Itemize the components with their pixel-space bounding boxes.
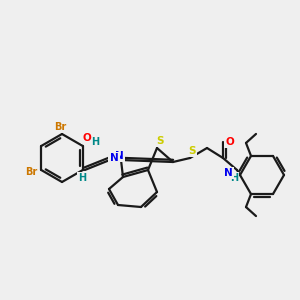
Text: N: N (224, 168, 232, 178)
Text: O: O (226, 137, 234, 147)
Text: H: H (230, 173, 238, 183)
Text: H: H (78, 173, 86, 183)
Text: Br: Br (54, 122, 66, 132)
Text: O: O (82, 133, 91, 143)
Text: N: N (116, 151, 124, 161)
Text: H: H (91, 137, 99, 147)
Text: S: S (188, 146, 196, 156)
Text: S: S (156, 136, 164, 146)
Text: Br: Br (25, 167, 37, 177)
Text: N: N (110, 153, 118, 163)
